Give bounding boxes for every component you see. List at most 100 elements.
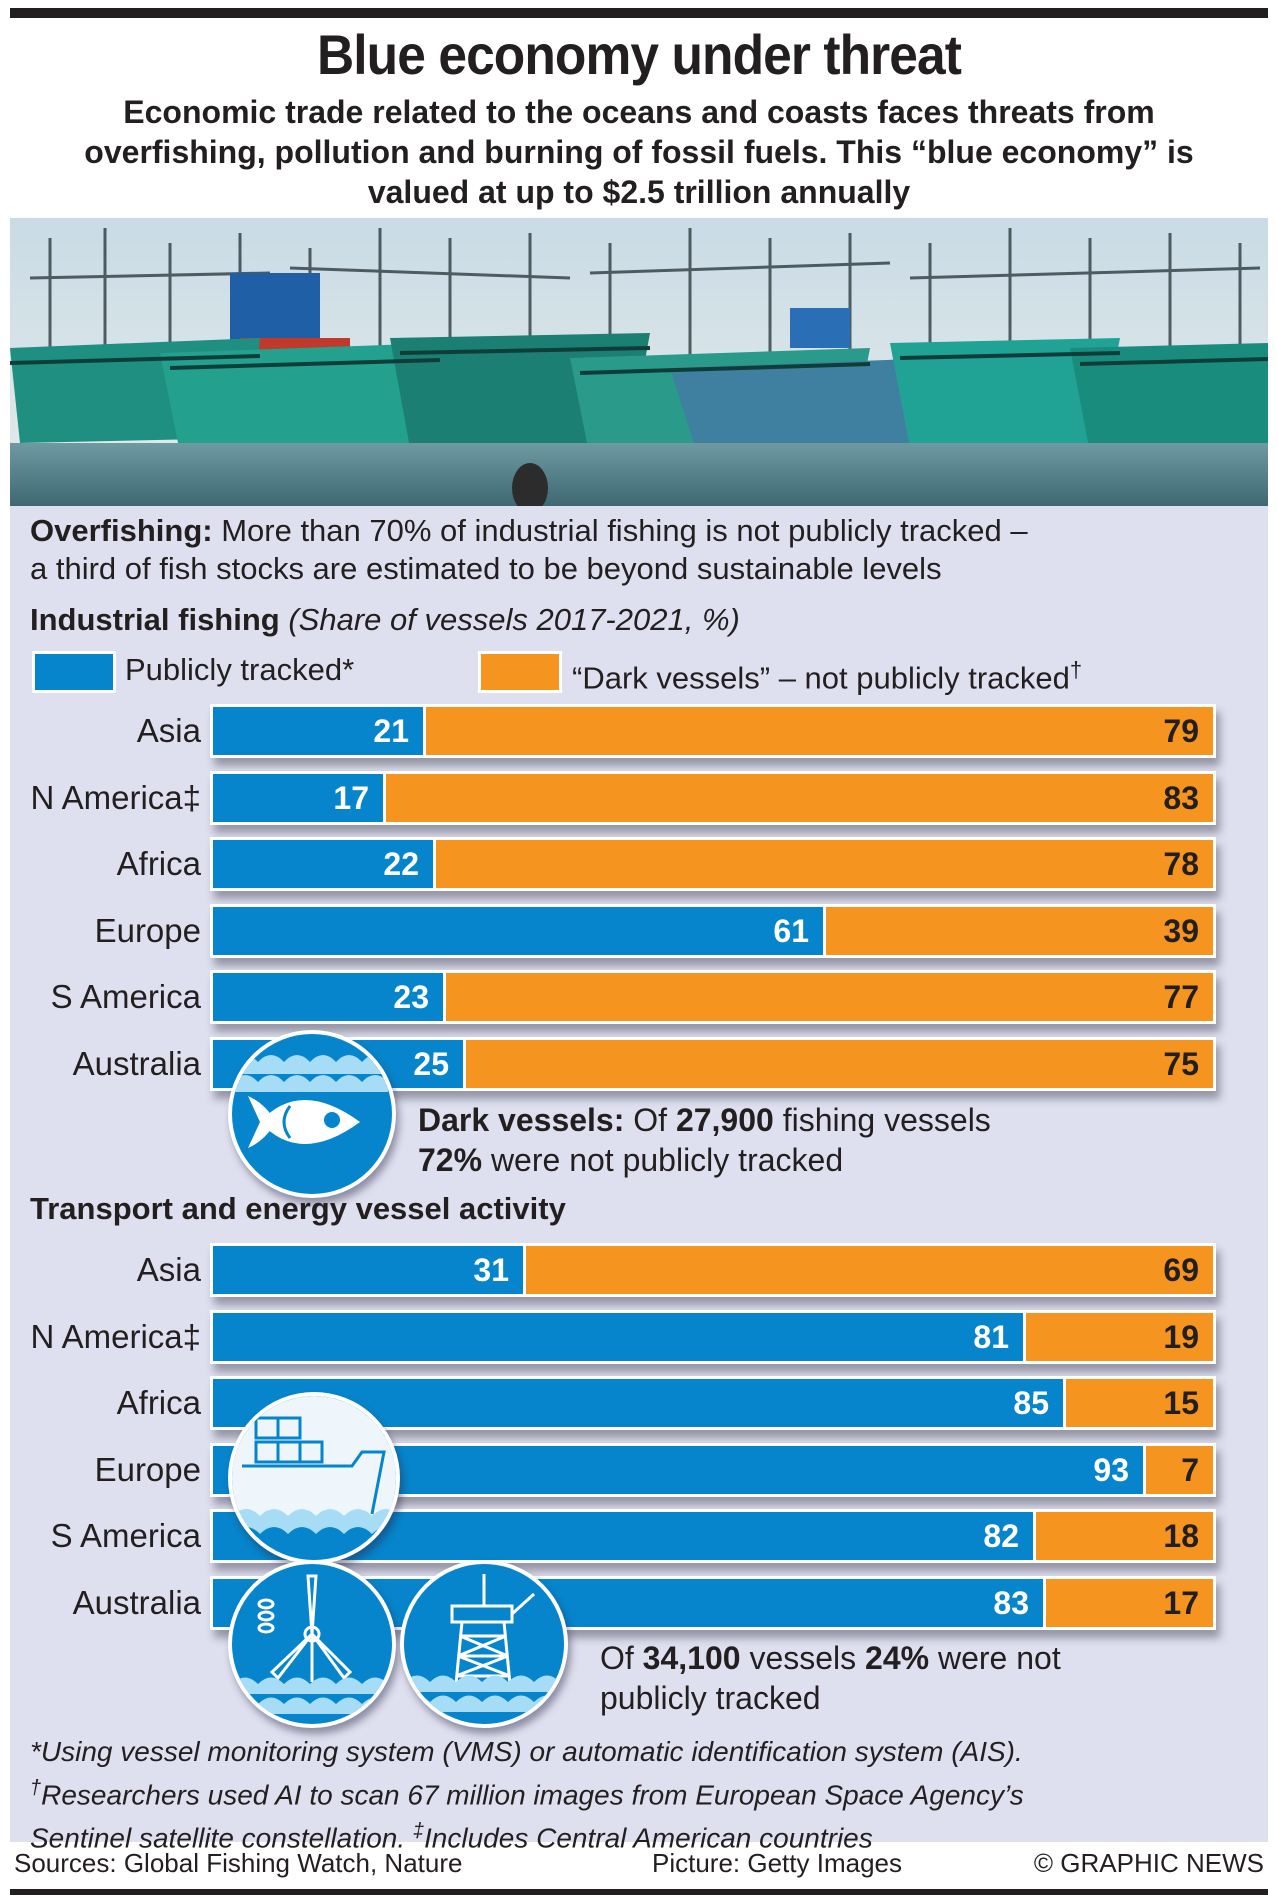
dagger-mark: † [1069, 657, 1083, 682]
transport-value-tracked: 93 [1093, 1451, 1129, 1488]
transport-value-tracked: 31 [473, 1252, 509, 1288]
footnote-ddagger-mark: ‡ [412, 1820, 425, 1843]
legend-swatch-dark [478, 651, 562, 693]
fishing-value-dark: 78 [1163, 846, 1199, 882]
wind-turbine-icon [228, 1560, 396, 1728]
fishing-bar-tracked: 17 [213, 773, 383, 822]
transport-value-tracked: 83 [993, 1584, 1029, 1621]
transport-value-tracked: 85 [1013, 1385, 1049, 1421]
fishing-bar-dark: 83 [383, 773, 1213, 822]
transport-bar-row: 81 19 [210, 1309, 1216, 1364]
transport-note-pre: Of [600, 1640, 643, 1676]
transport-bar-dark: 15 [1063, 1379, 1213, 1427]
fishing-value-tracked: 22 [383, 846, 419, 882]
fishing-bar-tracked: 21 [213, 707, 423, 755]
transport-bar-tracked: 31 [213, 1246, 523, 1294]
fishing-category-label: S America [50, 978, 201, 1015]
sources-credit: Sources: Global Fishing Watch, Nature [14, 1848, 463, 1878]
transport-note-line2: publicly tracked [600, 1680, 821, 1716]
fishing-bar-tracked: 22 [213, 840, 433, 888]
fishing-value-dark: 75 [1163, 1045, 1199, 1082]
transport-bar-row: 85 15 [210, 1376, 1216, 1430]
transport-bar-dark: 7 [1143, 1445, 1213, 1494]
transport-category-label: Europe [94, 1450, 201, 1488]
legend-label-tracked: Publicly tracked* [125, 652, 355, 687]
fishing-note-label: Dark vessels: [418, 1102, 625, 1138]
transport-bar-dark: 17 [1043, 1578, 1213, 1627]
overfishing-text-line1: More than 70% of industrial fishing is n… [212, 513, 1028, 548]
transport-bar-dark: 18 [1033, 1512, 1213, 1560]
fishing-chart-subtitle: (Share of vessels 2017-2021, %) [288, 602, 740, 637]
fishing-bar-row: 23 77 [210, 970, 1216, 1024]
page-subtitle: Economic trade related to the oceans and… [84, 94, 1194, 210]
fish-icon [228, 1030, 396, 1198]
fishing-bar-row: 61 39 [210, 903, 1216, 958]
fishing-value-tracked: 17 [333, 779, 369, 816]
fishing-value-dark: 39 [1163, 912, 1199, 949]
fishing-value-dark: 77 [1163, 979, 1199, 1015]
transport-category-label: Asia [136, 1251, 201, 1288]
transport-value-dark: 7 [1181, 1451, 1199, 1488]
transport-note-count: 34,100 [642, 1640, 741, 1676]
fishing-bar-row: 21 79 [210, 704, 1216, 758]
fishing-note-line2: were not publicly tracked [482, 1142, 844, 1178]
footnote-ddagger: Includes Central American countries [424, 1822, 873, 1854]
credits-bar: Sources: Global Fishing Watch, Nature Pi… [0, 1848, 1278, 1884]
fishing-value-tracked: 25 [413, 1045, 449, 1082]
legend-swatch-tracked [32, 651, 116, 693]
transport-value-tracked: 82 [983, 1518, 1019, 1554]
footnote-line3: Sentinel satellite constellation. [30, 1822, 413, 1854]
transport-bar-dark: 69 [523, 1246, 1213, 1294]
harbour-photo [10, 218, 1268, 508]
bottom-rule [10, 1889, 1268, 1895]
fishing-value-dark: 83 [1163, 779, 1199, 816]
fishing-value-tracked: 23 [393, 979, 429, 1015]
container-ship-icon [228, 1392, 400, 1564]
overfishing-text-line2: a third of fish stocks are estimated to … [30, 551, 942, 586]
transport-value-dark: 17 [1163, 1584, 1199, 1621]
transport-bar-dark: 19 [1023, 1312, 1213, 1361]
top-rule [10, 8, 1268, 18]
legend-label-dark: “Dark vessels” – not publicly tracked† [572, 651, 1082, 697]
transport-bar-row: 31 69 [210, 1243, 1216, 1297]
transport-category-label: Australia [72, 1583, 201, 1621]
footnote-dagger-mark: † [30, 1777, 42, 1799]
transport-value-dark: 15 [1163, 1385, 1199, 1421]
fishing-boats-image [10, 218, 1268, 508]
transport-note-pct: 24% [865, 1640, 930, 1676]
page-title: Blue economy under threat [316, 23, 962, 86]
footnotes: *Using vessel monitoring system (VMS) or… [30, 1734, 1260, 1857]
fishing-note-pct: 72% [418, 1142, 483, 1178]
copyright-credit: © GRAPHIC NEWS [1033, 1848, 1264, 1878]
fishing-bar-dark: 79 [423, 707, 1213, 755]
transport-category-label: S America [50, 1517, 201, 1554]
fishing-category-label: Asia [136, 712, 201, 749]
fishing-category-label: Australia [72, 1044, 201, 1082]
fishing-category-label: Europe [94, 911, 201, 949]
transport-value-dark: 69 [1163, 1252, 1199, 1288]
fishing-bar-row: 17 83 [210, 770, 1216, 825]
fishing-value-tracked: 61 [773, 912, 809, 949]
fishing-bar-row: 22 78 [210, 837, 1216, 891]
transport-value-dark: 18 [1163, 1518, 1199, 1554]
overfishing-label: Overfishing: [30, 513, 213, 548]
overfishing-intro: Overfishing: More than 70% of industrial… [30, 512, 1260, 588]
oil-rig-icon [400, 1560, 568, 1728]
footnote-dagger: Researchers used AI to scan 67 million i… [41, 1779, 1024, 1811]
fishing-bar-dark: 75 [463, 1039, 1213, 1088]
fishing-chart-title: Industrial fishing [30, 602, 280, 637]
transport-category-label: N America‡ [30, 1317, 201, 1355]
fishing-bar-tracked: 61 [213, 906, 823, 955]
fishing-value-dark: 79 [1163, 713, 1199, 749]
transport-note-post: were not [929, 1640, 1061, 1676]
fishing-note-pre: Of [624, 1102, 676, 1138]
footnote-star: *Using vessel monitoring system (VMS) or… [30, 1736, 1023, 1767]
transport-note-mid: vessels [740, 1640, 866, 1676]
fishing-bar-tracked: 23 [213, 973, 443, 1021]
fishing-bar-dark: 39 [823, 906, 1213, 955]
transport-value-tracked: 81 [973, 1318, 1009, 1355]
transport-bar-tracked: 81 [213, 1312, 1023, 1361]
legend-label-dark-text: “Dark vessels” – not publicly tracked [572, 660, 1070, 696]
fishing-bar-row: 25 75 [210, 1036, 1216, 1091]
fishing-chart-heading: Industrial fishing (Share of vessels 201… [30, 601, 740, 639]
